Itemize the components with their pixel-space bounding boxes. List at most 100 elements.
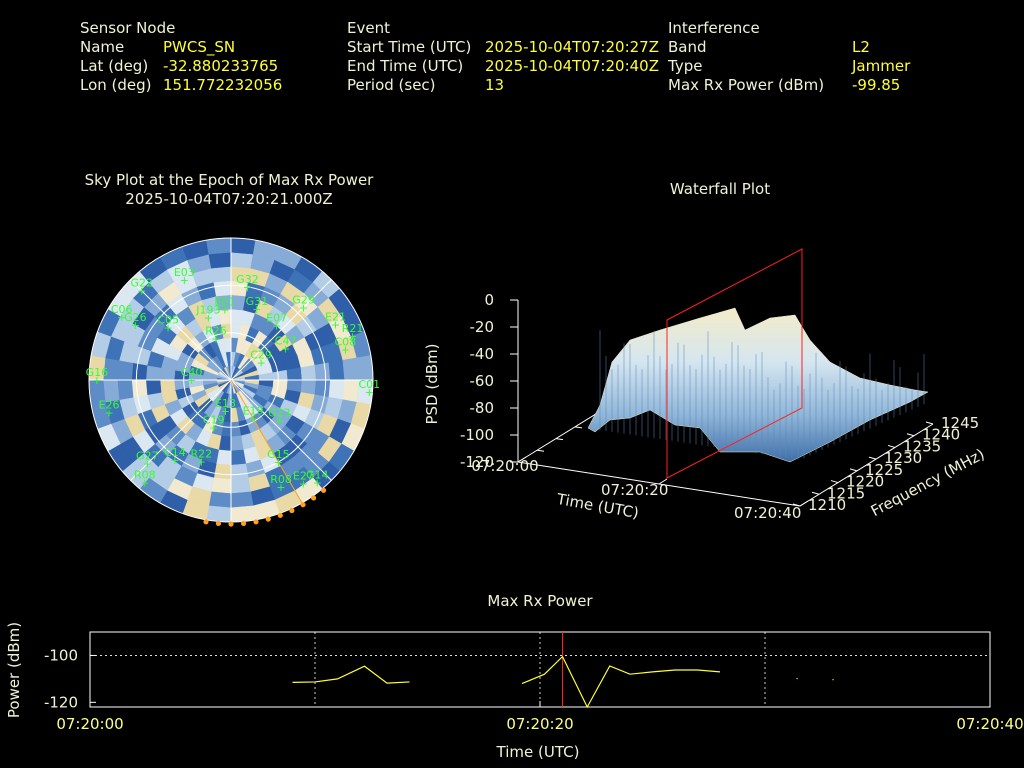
- svg-text:+: +: [281, 342, 290, 355]
- svg-text:C01: C01: [358, 378, 380, 391]
- satellite-C14: +C14: [164, 446, 186, 467]
- max-power-value: -99.85: [852, 76, 901, 94]
- sky-plot-title: Sky Plot at the Epoch of Max Rx Power: [84, 171, 374, 189]
- name-label: Name: [80, 38, 125, 56]
- svg-text:+: +: [275, 415, 284, 428]
- end-label: End Time (UTC): [347, 57, 464, 75]
- svg-text:C05: C05: [157, 313, 179, 326]
- sky-cell: [314, 379, 331, 398]
- waterfall-frequency-tick: 1230: [884, 449, 922, 467]
- sensor-node-title: Sensor Node: [80, 19, 176, 37]
- svg-text:C06: C06: [111, 303, 133, 316]
- power-x-label: Time (UTC): [496, 743, 580, 761]
- svg-text:C47: C47: [275, 334, 297, 347]
- event-block: Event Start Time (UTC) 2025-10-04T07:20:2…: [347, 19, 659, 95]
- lat-value: -32.880233765: [163, 57, 279, 75]
- psd-tick-label: 0: [484, 291, 494, 309]
- sky-cell: [206, 505, 232, 522]
- lat-label: Lat (deg): [80, 57, 149, 75]
- satellite-E21: +E21: [325, 310, 346, 331]
- jammer-direction-marker: [215, 520, 222, 527]
- waterfall-frequency-tick: 1245: [941, 414, 979, 432]
- sky-cell: [208, 251, 232, 269]
- start-label: Start Time (UTC): [347, 38, 472, 56]
- svg-text:C08: C08: [334, 335, 356, 348]
- satellite-C40: +C40: [181, 366, 203, 387]
- svg-text:+: +: [92, 374, 101, 387]
- sky-cell: [328, 379, 345, 401]
- svg-text:G27: G27: [136, 450, 159, 463]
- satellite-G29: +G29: [292, 293, 315, 314]
- power-trace-segment: [521, 655, 721, 709]
- sky-cell: [230, 449, 247, 466]
- sky-cell: [230, 463, 249, 480]
- power-chart: -100 -120 07:20:00 07:20:20 07:20:40 Power (…: [5, 622, 1024, 761]
- satellite-E26: +E26: [99, 399, 120, 420]
- satellite-E01: +E01: [214, 295, 235, 316]
- svg-text:+: +: [272, 320, 281, 333]
- satellite-C08: +C08: [334, 335, 356, 356]
- sky-cell: [230, 491, 254, 509]
- svg-text:+: +: [248, 412, 257, 425]
- psd-tick-label: -100: [460, 426, 494, 444]
- svg-text:G26: G26: [124, 311, 147, 324]
- svg-text:E03: E03: [174, 266, 195, 279]
- jammer-direction-marker: [289, 507, 295, 514]
- jammer-markers: [203, 379, 327, 527]
- svg-text:+: +: [341, 343, 350, 356]
- waterfall-surface: [587, 307, 929, 463]
- waterfall-frequency-tick: 1220: [846, 473, 884, 491]
- satellite-E19: +E19: [243, 404, 264, 425]
- satellite-R08b: +R08: [134, 469, 156, 490]
- waterfall-time-tick: 07:20:20: [601, 481, 668, 499]
- sky-cell: [206, 238, 232, 255]
- satellite-C29: +C29: [250, 349, 272, 370]
- satellite-G26: +G26: [124, 311, 147, 332]
- power-trace-segment: [292, 665, 410, 684]
- svg-text:R22: R22: [190, 448, 212, 461]
- svg-text:+: +: [243, 281, 252, 294]
- svg-text:E26: E26: [99, 399, 120, 412]
- satellite-E03: +E03: [174, 266, 195, 287]
- svg-text:G31: G31: [246, 295, 269, 308]
- jammer-direction-marker: [320, 487, 327, 493]
- satellite-C47: +C47: [275, 334, 297, 355]
- jammer-direction-marker: [240, 520, 247, 527]
- satellite-markers: +G32+E03+G22+G29+E21+C08+R21+G26+C05+C01…: [86, 266, 381, 494]
- svg-text:R21: R21: [342, 322, 364, 335]
- svg-text:G32: G32: [236, 273, 259, 286]
- svg-text:+: +: [252, 303, 261, 316]
- svg-text:+: +: [170, 454, 179, 467]
- sky-cell: [230, 251, 254, 269]
- svg-text:+: +: [313, 477, 322, 490]
- jammer-direction-marker: [265, 516, 271, 522]
- svg-text:+: +: [209, 421, 218, 434]
- sky-cell: [300, 364, 317, 381]
- interference-title: Interference: [668, 19, 760, 37]
- jammer-direction-marker: [203, 519, 209, 525]
- waterfall-frequency-tick: 1215: [827, 484, 865, 502]
- waterfall-stripes: [599, 330, 925, 460]
- sky-cell: [230, 435, 244, 452]
- sky-cell: [89, 379, 106, 405]
- sky-cell: [117, 359, 134, 381]
- type-label: Type: [668, 57, 703, 75]
- power-y-tick: -120: [44, 693, 78, 711]
- svg-text:+: +: [211, 332, 220, 345]
- sky-cell: [131, 379, 148, 398]
- svg-text:R08: R08: [134, 469, 156, 482]
- svg-text:G22: G22: [130, 277, 153, 290]
- svg-text:+: +: [256, 357, 265, 370]
- satellite-G31: +G31: [246, 295, 269, 316]
- power-y-label: Power (dBm): [5, 622, 23, 718]
- band-label: Band: [668, 38, 707, 56]
- jammer-bearing-line: [230, 379, 303, 504]
- psd-ticks: 0 -20 -40 -60 -80 -100 -120: [460, 291, 518, 471]
- sky-cell: [210, 477, 232, 494]
- jammer-direction-marker: [310, 495, 317, 501]
- sky-cell: [328, 359, 345, 381]
- period-label: Period (sec): [347, 76, 436, 94]
- jammer-direction-marker: [253, 519, 259, 525]
- sky-cell: [314, 362, 331, 381]
